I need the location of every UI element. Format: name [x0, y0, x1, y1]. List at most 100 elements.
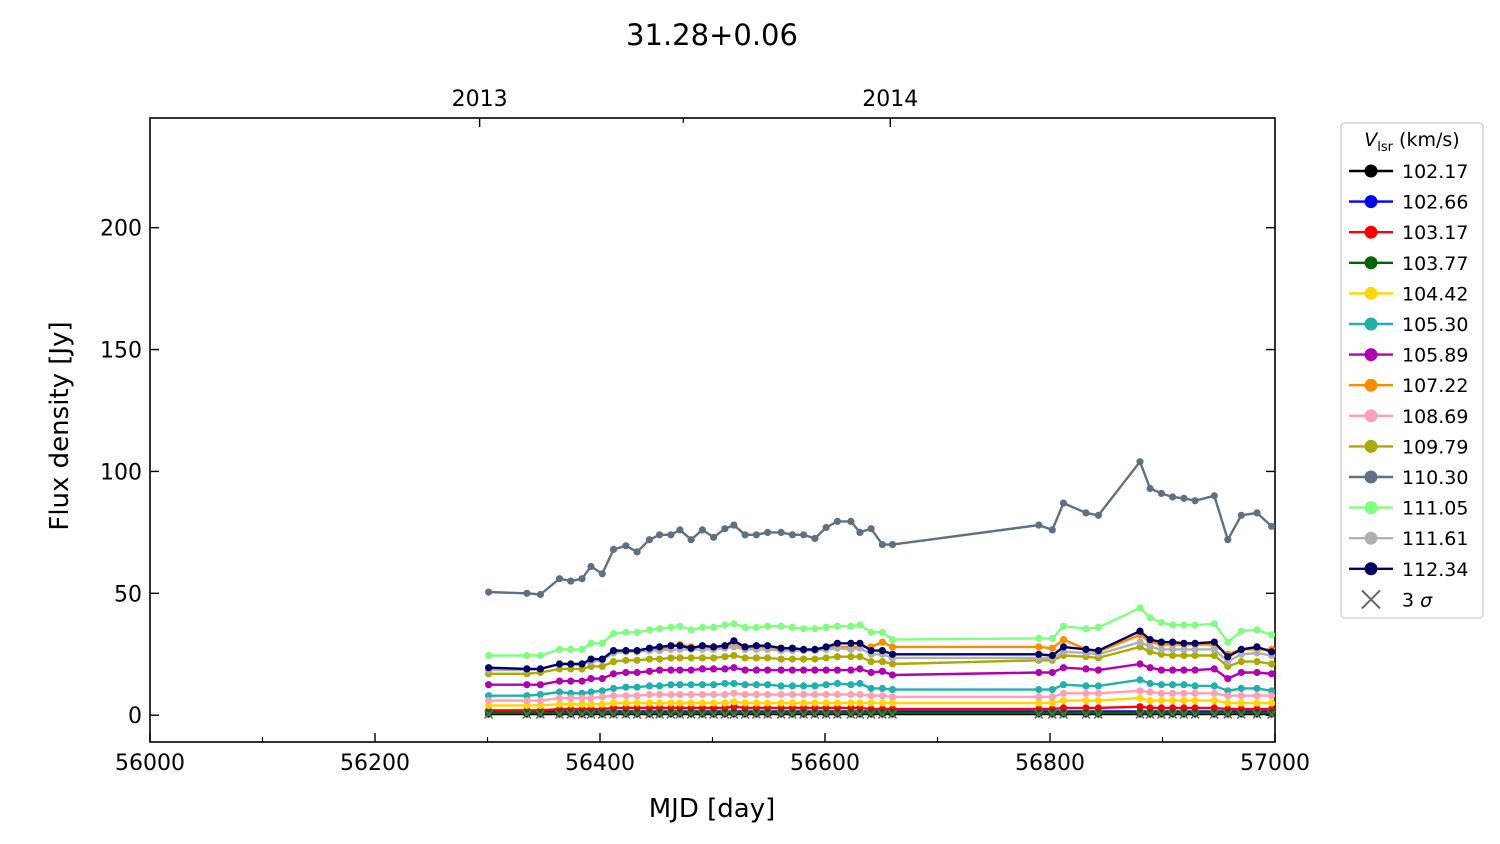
- data-point: [633, 656, 641, 664]
- data-point: [1048, 644, 1056, 652]
- data-point: [676, 666, 684, 674]
- data-point: [567, 660, 575, 668]
- data-point: [587, 700, 595, 708]
- data-point: [1180, 681, 1188, 689]
- data-point: [567, 677, 575, 685]
- legend-label: 111.61: [1402, 528, 1468, 550]
- upper-limit-marker: [1179, 709, 1189, 720]
- legend-label: 105.89: [1402, 345, 1468, 367]
- data-point: [1035, 699, 1043, 707]
- data-point: [1191, 497, 1199, 505]
- data-point: [598, 655, 606, 663]
- data-point: [1094, 682, 1102, 690]
- data-point: [1210, 689, 1218, 697]
- series-105.89: [485, 660, 1275, 689]
- data-point: [555, 660, 564, 668]
- data-point: [867, 684, 875, 693]
- upper-limit-markers: [484, 709, 1275, 720]
- data-point: [788, 699, 797, 707]
- data-point: [1180, 689, 1188, 697]
- data-point: [687, 709, 695, 717]
- data-point: [645, 682, 654, 690]
- data-point: [752, 531, 761, 539]
- data-point: [536, 690, 545, 699]
- data-point: [1059, 636, 1068, 644]
- data-point: [1169, 638, 1177, 646]
- upper-limit-marker: [1047, 709, 1057, 720]
- data-point: [667, 531, 675, 539]
- data-point: [710, 623, 718, 632]
- data-point: [788, 690, 797, 699]
- data-point: [847, 666, 855, 674]
- data-point: [1157, 681, 1165, 689]
- data-point: [833, 653, 842, 661]
- data-point: [1210, 620, 1218, 628]
- data-point: [1224, 653, 1232, 661]
- data-point: [1157, 489, 1165, 497]
- legend-label: 107.22: [1402, 375, 1468, 397]
- upper-limit-marker: [1223, 709, 1233, 720]
- data-point: [1191, 697, 1199, 705]
- data-point: [878, 628, 887, 636]
- data-point: [721, 621, 729, 629]
- data-point: [1237, 627, 1245, 635]
- data-point: [833, 639, 842, 647]
- data-point: [1237, 684, 1245, 693]
- data-point: [811, 534, 819, 543]
- data-point: [741, 666, 749, 674]
- data-point: [800, 625, 808, 633]
- data-point: [1157, 645, 1165, 654]
- data-point: [888, 643, 897, 651]
- data-point: [847, 709, 855, 717]
- data-point: [598, 662, 606, 671]
- y-tick-label: 200: [100, 217, 142, 242]
- data-point: [730, 698, 738, 706]
- legend-label: 104.42: [1402, 283, 1468, 305]
- data-point: [764, 681, 772, 689]
- data-point: [1191, 651, 1199, 660]
- data-point: [698, 699, 707, 707]
- data-point: [587, 688, 595, 696]
- data-point: [741, 681, 749, 689]
- data-point: [878, 692, 887, 700]
- data-point: [721, 709, 729, 717]
- legend-label: 108.69: [1402, 406, 1468, 428]
- data-point: [1191, 682, 1199, 690]
- legend-entry: 103.17: [1349, 222, 1468, 244]
- series-104.42: [485, 694, 1275, 710]
- data-point: [1082, 625, 1090, 633]
- data-point: [536, 651, 545, 660]
- data-point: [888, 699, 897, 707]
- data-point: [676, 654, 684, 662]
- series-105.30: [485, 676, 1275, 700]
- data-point: [667, 623, 675, 632]
- data-point: [656, 531, 664, 539]
- data-point: [578, 700, 586, 708]
- data-point: [1237, 709, 1245, 717]
- data-point: [1210, 638, 1218, 646]
- upper-limit-marker: [821, 709, 831, 720]
- data-point: [730, 709, 738, 717]
- data-point: [730, 637, 738, 645]
- data-point: [645, 709, 654, 717]
- data-point: [811, 690, 819, 699]
- data-point: [710, 665, 718, 673]
- data-point: [1224, 536, 1232, 544]
- data-point: [1157, 619, 1165, 627]
- data-point: [598, 570, 606, 578]
- data-point: [730, 689, 738, 697]
- data-point: [730, 651, 738, 660]
- data-point: [676, 690, 684, 699]
- data-point: [764, 642, 772, 650]
- data-point: [523, 665, 531, 673]
- data-point: [1224, 638, 1232, 646]
- data-point: [1035, 643, 1043, 651]
- data-point: [1146, 688, 1154, 696]
- top-tick-label: 2013: [452, 87, 508, 112]
- data-point: [622, 683, 630, 691]
- data-point: [1048, 699, 1056, 707]
- x-tick-label: 56600: [790, 751, 860, 776]
- data-point: [587, 639, 595, 647]
- data-point: [536, 590, 545, 599]
